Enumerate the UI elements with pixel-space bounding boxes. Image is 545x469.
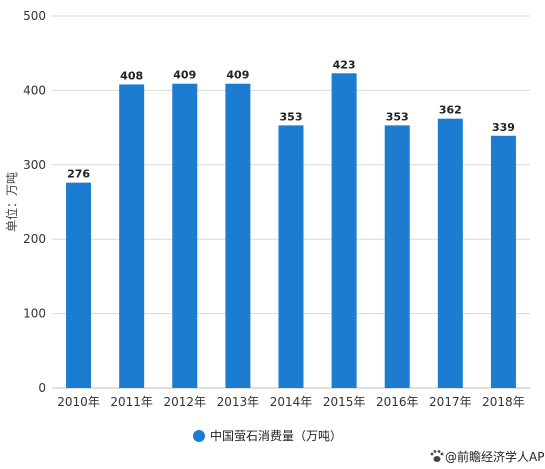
credit-text: @前瞻经济学人APP bbox=[445, 449, 545, 464]
bar bbox=[278, 125, 304, 389]
data-label: 409 bbox=[226, 69, 249, 82]
y-tick-label: 100 bbox=[23, 307, 46, 321]
y-axis-label: 单位：万吨 bbox=[4, 172, 19, 232]
x-tick-label: 2017年 bbox=[429, 395, 472, 409]
y-tick-label: 200 bbox=[23, 232, 46, 246]
bar bbox=[331, 73, 357, 389]
data-label: 276 bbox=[67, 168, 90, 181]
x-axis-ticks: 2010年 2011年 2012年 2013年 2014年 2015年 2016年 2017年… bbox=[57, 395, 524, 409]
data-label: 353 bbox=[280, 110, 303, 123]
x-tick-label: 2012年 bbox=[164, 395, 207, 409]
y-axis-ticks: 0 100 200 300 400 500 bbox=[23, 9, 46, 395]
data-label: 362 bbox=[439, 104, 462, 117]
credit: @前瞻经济学人APP bbox=[430, 449, 545, 464]
data-label: 353 bbox=[386, 110, 409, 123]
legend-label: 中国萤石消费量（万吨） bbox=[210, 428, 342, 443]
bar bbox=[66, 182, 92, 388]
legend: 中国萤石消费量（万吨） bbox=[193, 428, 342, 443]
x-tick-label: 2018年 bbox=[482, 395, 525, 409]
x-tick-label: 2014年 bbox=[270, 395, 313, 409]
data-label: 423 bbox=[333, 58, 356, 71]
data-label: 409 bbox=[173, 69, 196, 82]
bar bbox=[437, 118, 463, 388]
bar bbox=[172, 83, 198, 388]
bar bbox=[384, 125, 410, 389]
y-tick-label: 0 bbox=[38, 381, 46, 395]
bar bbox=[490, 135, 516, 388]
x-tick-label: 2011年 bbox=[110, 395, 153, 409]
x-tick-label: 2013年 bbox=[217, 395, 260, 409]
x-tick-label: 2010年 bbox=[57, 395, 100, 409]
bar bbox=[225, 83, 251, 388]
x-tick-label: 2016年 bbox=[376, 395, 419, 409]
data-labels: 276 408 409 409 353 423 353 362 339 bbox=[67, 58, 515, 180]
paw-icon bbox=[430, 450, 444, 462]
data-label: 339 bbox=[492, 121, 515, 134]
y-tick-label: 300 bbox=[23, 158, 46, 172]
y-tick-label: 400 bbox=[23, 83, 46, 97]
y-tick-label: 500 bbox=[23, 9, 46, 23]
data-label: 408 bbox=[120, 69, 143, 82]
bars bbox=[66, 73, 516, 389]
x-tick-label: 2015年 bbox=[323, 395, 366, 409]
bar bbox=[119, 84, 145, 388]
legend-marker bbox=[193, 430, 205, 442]
